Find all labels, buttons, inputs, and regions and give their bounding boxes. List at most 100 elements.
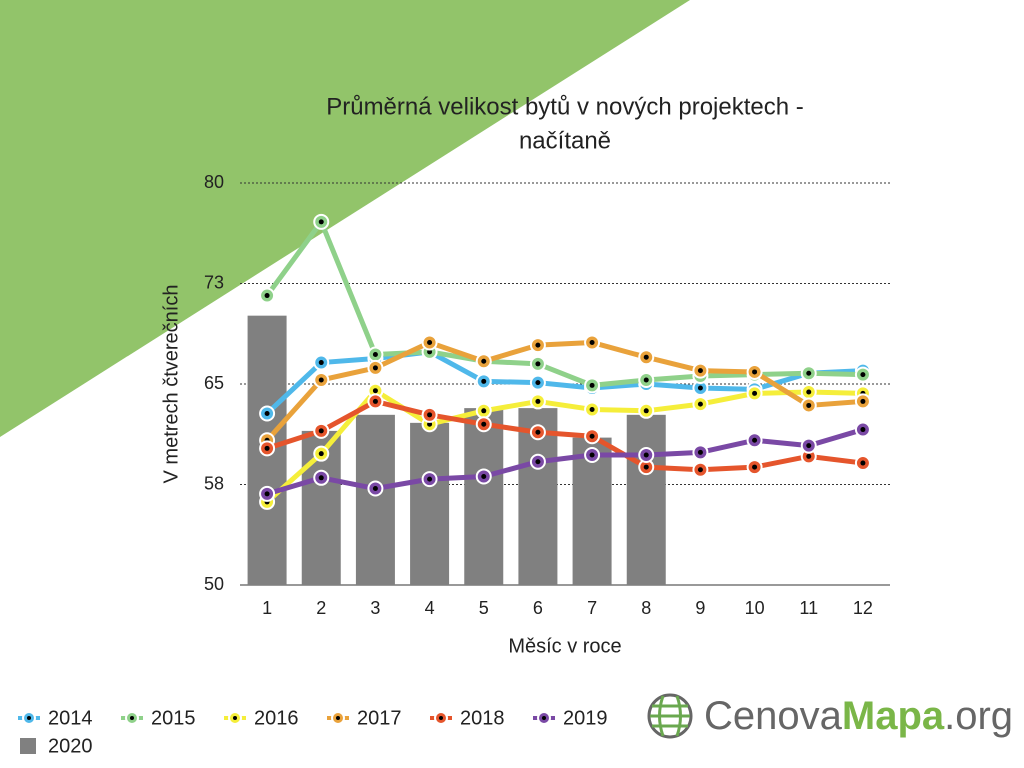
point-dot — [697, 449, 703, 455]
point-dot — [697, 467, 703, 473]
x-tick-label: 5 — [479, 598, 489, 618]
point-dot — [697, 368, 703, 374]
line — [266, 427, 864, 497]
point-dot — [481, 378, 487, 384]
legend-label: 2014 — [48, 707, 93, 729]
x-tick-label: 2 — [316, 598, 326, 618]
logo-part: .org — [944, 694, 1013, 738]
point-dot — [535, 398, 541, 404]
x-tick-label: 3 — [370, 598, 380, 618]
background-triangle — [0, 0, 690, 437]
point-dot — [427, 339, 433, 345]
legend-dot — [130, 716, 134, 720]
point-dot — [589, 406, 595, 412]
y-tick-label: 80 — [204, 172, 224, 192]
point-dot — [643, 408, 649, 414]
bar — [410, 422, 450, 585]
line — [266, 398, 864, 473]
point-dot — [427, 412, 433, 418]
point-dot — [427, 476, 433, 482]
point-dot — [589, 339, 595, 345]
point-dot — [318, 360, 324, 366]
legend-dot — [439, 716, 443, 720]
bar — [355, 414, 395, 585]
point-dot — [372, 486, 378, 492]
line — [265, 349, 864, 416]
point-dot — [372, 365, 378, 371]
point-dot — [535, 459, 541, 465]
point-dot — [806, 443, 812, 449]
point-dot — [806, 389, 812, 395]
legend-label: 2015 — [151, 707, 196, 729]
x-tick-label: 8 — [641, 598, 651, 618]
x-tick-label: 12 — [853, 598, 873, 618]
point-dot — [589, 433, 595, 439]
logo-grid — [650, 695, 690, 737]
y-tick-label: 65 — [204, 373, 224, 393]
point-dot — [697, 385, 703, 391]
point-dot — [752, 437, 758, 443]
x-tick-label: 7 — [587, 598, 597, 618]
logo: CenovaMapa.org — [647, 693, 1013, 739]
legend-dot — [233, 716, 237, 720]
point-dot — [264, 293, 270, 299]
point-dot — [806, 453, 812, 459]
legend-dot — [542, 716, 546, 720]
legend-label: 2017 — [357, 707, 402, 729]
legend-label: 2018 — [460, 707, 505, 729]
line — [265, 219, 863, 388]
x-axis-title: Měsíc v roce — [508, 635, 621, 657]
point-dot — [643, 452, 649, 458]
point-dot — [481, 473, 487, 479]
y-tick-label: 73 — [204, 272, 224, 292]
point-dot — [318, 219, 324, 225]
point-dot — [372, 398, 378, 404]
point-dot — [806, 370, 812, 376]
point-dot — [860, 460, 866, 466]
point-dot — [535, 429, 541, 435]
x-tick-label: 11 — [799, 598, 818, 618]
legend-label: 2019 — [563, 707, 608, 729]
point-dot — [372, 388, 378, 394]
x-tick-label: 10 — [745, 598, 765, 618]
bar — [626, 414, 666, 585]
point-dot — [752, 369, 758, 375]
point-dot — [589, 452, 595, 458]
point-dot — [752, 464, 758, 470]
point-dot — [535, 380, 541, 386]
logo-globe — [647, 693, 693, 739]
y-tick-label: 58 — [204, 473, 224, 493]
chart-title: načítaně — [519, 127, 611, 154]
point-dot — [318, 428, 324, 434]
logo-text: CenovaMapa.org — [704, 694, 1013, 738]
point-dot — [264, 410, 270, 416]
point-dot — [427, 421, 433, 427]
legend-dot — [336, 716, 340, 720]
point-dot — [860, 372, 866, 378]
point-dot — [372, 352, 378, 358]
point-dot — [752, 390, 758, 396]
x-tick-label: 4 — [425, 598, 435, 618]
logo-part: Cenova — [704, 694, 843, 738]
bar — [464, 408, 504, 585]
logo-part: Mapa — [842, 694, 945, 738]
point-dot — [481, 358, 487, 364]
point-dot — [860, 398, 866, 404]
point-dot — [264, 445, 270, 451]
point-dot — [643, 354, 649, 360]
line — [265, 339, 864, 442]
point-dot — [643, 377, 649, 383]
point-dot — [318, 475, 324, 481]
legend-marker — [20, 738, 36, 754]
y-axis-title: V metrech čtverečních — [160, 285, 182, 484]
point-dot — [535, 342, 541, 348]
x-tick-label: 1 — [262, 598, 272, 618]
point-dot — [318, 377, 324, 383]
point-dot — [589, 382, 595, 388]
point-dot — [806, 402, 812, 408]
point-dot — [481, 421, 487, 427]
chart-title: Průměrná velikost bytů v nových projekte… — [326, 93, 804, 120]
point-dot — [860, 427, 866, 433]
point-dot — [535, 361, 541, 367]
